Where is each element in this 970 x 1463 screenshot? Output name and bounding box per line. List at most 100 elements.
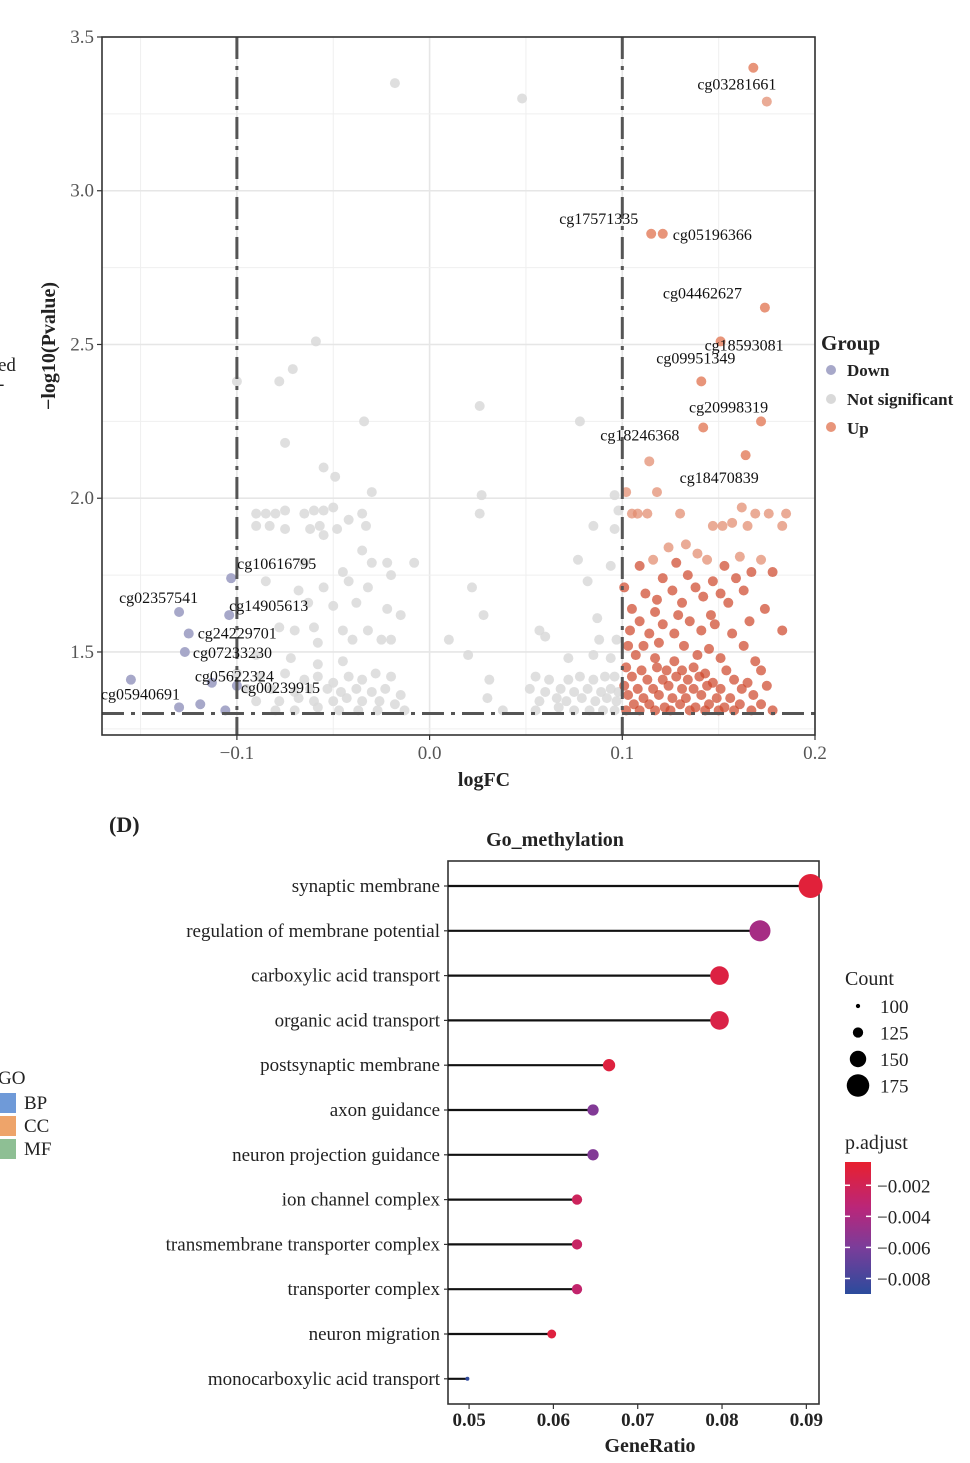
legend-up-label: Up (847, 419, 869, 438)
point-up (763, 508, 774, 519)
point-up (702, 680, 713, 691)
label-cg20998319: cg20998319 (689, 399, 768, 416)
point-up (671, 557, 682, 568)
point-cg05940691 (125, 674, 136, 685)
point-up (675, 699, 686, 710)
x-tick-label: 0.09 (790, 1410, 823, 1431)
point-not-significant (362, 582, 373, 593)
volcano-x-ticks: −0.1 0.0 0.1 0.2 (220, 735, 827, 764)
point-cg24229701 (183, 628, 194, 639)
point-up (667, 585, 678, 596)
point-not-significant (357, 508, 368, 519)
x-tick-label: 0.06 (537, 1410, 570, 1431)
point-not-significant (293, 693, 304, 704)
point-not-significant (466, 582, 477, 593)
point-up (715, 653, 726, 664)
volcano-frame (101, 36, 816, 736)
point-not-significant (274, 622, 285, 633)
point-not-significant (380, 683, 391, 694)
point-up (727, 628, 738, 639)
dot (602, 1059, 616, 1072)
term-label: transmembrane transporter complex (166, 1234, 441, 1255)
legend-not-significant-label: Not significant (847, 390, 954, 409)
point-not-significant (308, 505, 319, 516)
point-up (759, 603, 770, 614)
point-cg18470839 (740, 450, 751, 461)
point-not-significant (280, 668, 291, 679)
dot (710, 966, 729, 985)
point-up (663, 542, 674, 553)
y-tick-label: 1.5 (70, 642, 94, 663)
point-not-significant (592, 613, 603, 624)
volcano-y-ticks: 1.5 2.0 2.5 3.0 3.5 (70, 27, 102, 663)
point-not-significant (569, 686, 580, 697)
point-not-significant (310, 336, 321, 347)
point-up (648, 554, 659, 565)
point-cg17571335 (646, 228, 657, 239)
point-cg18593081 (715, 336, 726, 347)
point-not-significant (318, 505, 329, 516)
point-not-significant (588, 674, 599, 685)
point-cg18246368 (698, 422, 709, 433)
label-cg05622324: cg05622324 (195, 669, 274, 686)
point-not-significant (370, 668, 381, 679)
point-not-significant (582, 576, 593, 587)
point-not-significant (332, 523, 343, 534)
point-not-significant (386, 570, 397, 581)
point-up (750, 656, 761, 667)
point-up (677, 683, 688, 694)
term-label: neuron migration (309, 1324, 441, 1345)
p-adjust-label: −0.002 (877, 1176, 930, 1197)
point-not-significant (330, 471, 341, 482)
point-up (694, 671, 705, 682)
term-label: axon guidance (330, 1100, 440, 1121)
point-up (746, 567, 757, 578)
point-not-significant (280, 437, 291, 448)
p-adjust-legend: p.adjust −0.002 −0.004 −0.006 −0.008 (845, 1132, 931, 1294)
point-up (680, 539, 691, 550)
point-not-significant (299, 557, 310, 568)
point-not-significant (280, 523, 291, 534)
point-up (630, 650, 641, 661)
point-not-significant (609, 490, 620, 501)
term-label: ion channel complex (282, 1190, 441, 1211)
point-not-significant (382, 557, 393, 568)
count-legend-label: 100 (880, 997, 909, 1018)
group-legend: Group Down Not significant Up (821, 331, 954, 438)
point-not-significant (241, 683, 252, 694)
y-tick-label: 3.0 (70, 181, 94, 202)
volcano-thresholds (102, 37, 815, 735)
dot (710, 1011, 729, 1030)
point-not-significant (374, 696, 385, 707)
point-not-significant (574, 671, 585, 682)
point-not-significant (351, 597, 362, 608)
point-up (761, 680, 772, 691)
point-not-significant (555, 683, 566, 694)
point-not-significant (478, 610, 489, 621)
point-not-significant (540, 631, 551, 642)
dot (571, 1194, 583, 1205)
volcano-x-axis-title: logFC (458, 769, 510, 791)
point-not-significant (264, 520, 275, 531)
count-legend-title: Count (845, 968, 894, 990)
label-cg14905613: cg14905613 (229, 598, 308, 615)
point-not-significant (231, 376, 242, 387)
point-not-significant (357, 545, 368, 556)
point-not-significant (540, 686, 551, 697)
legend-down-label: Down (847, 361, 890, 380)
point-not-significant (482, 693, 493, 704)
x-tick-label: 0.07 (621, 1410, 655, 1431)
point-not-significant (544, 674, 555, 685)
point-up (707, 576, 718, 587)
label-cg00239915: cg00239915 (241, 680, 320, 697)
point-up (653, 690, 664, 701)
point-up (684, 616, 695, 627)
point-up (677, 597, 688, 608)
point-not-significant (343, 514, 354, 525)
point-up (744, 616, 755, 627)
point-not-significant (605, 653, 616, 664)
count-legend-items: 100 125 150 175 (846, 997, 909, 1098)
point-not-significant (553, 702, 564, 713)
label-cg18470839: cg18470839 (680, 470, 759, 487)
point-up (650, 607, 661, 618)
